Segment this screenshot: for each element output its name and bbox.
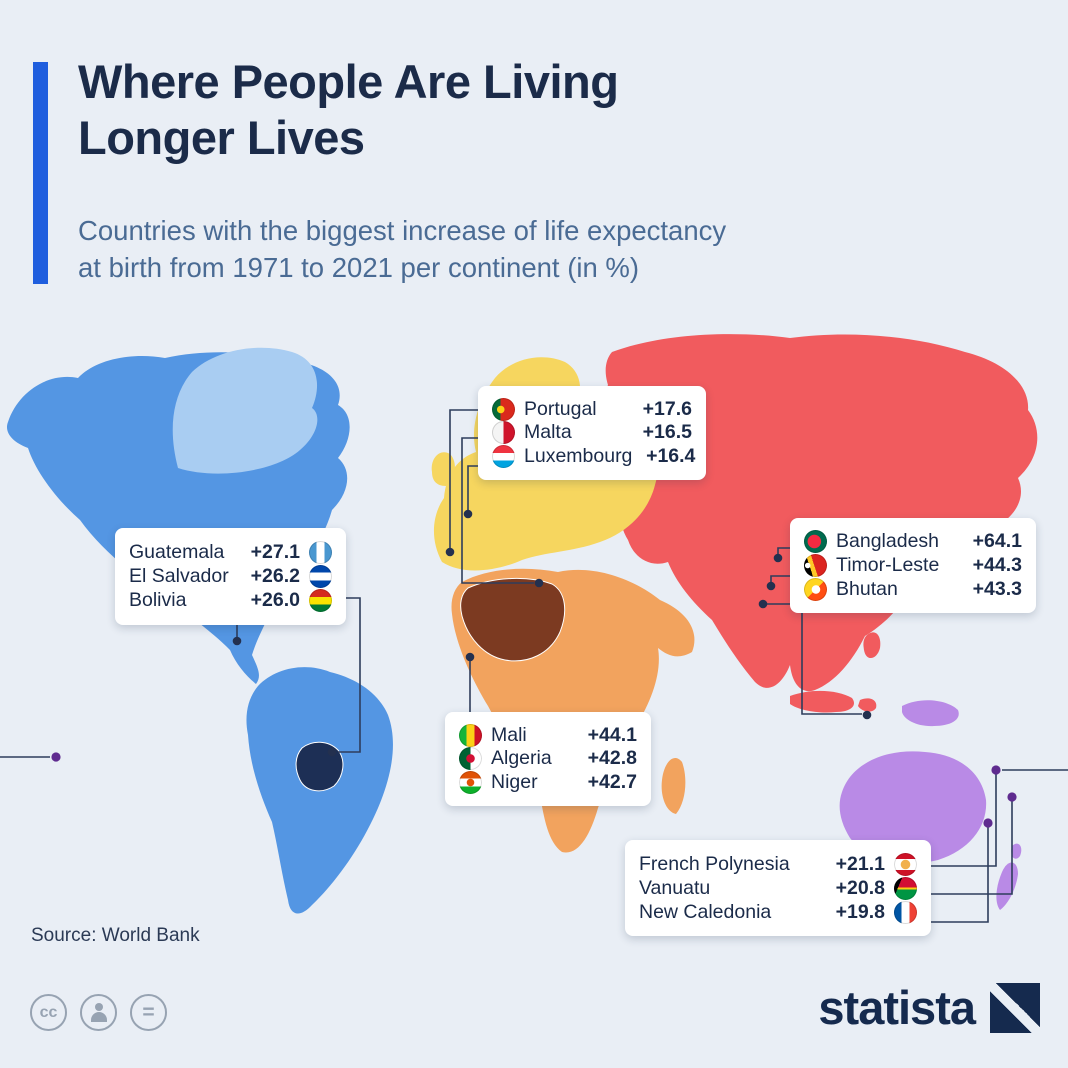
callout-row: El Salvador +26.2 bbox=[129, 564, 332, 588]
value-label: +44.1 bbox=[587, 724, 637, 747]
country-label: Malta bbox=[524, 421, 572, 444]
country-label: Vanuatu bbox=[639, 876, 711, 899]
attribution-person-head bbox=[94, 1003, 103, 1011]
attribution-person-body bbox=[90, 1012, 107, 1022]
callout-europe: Portugal +17.6 Malta +16.5 Luxembourg +1… bbox=[478, 386, 706, 480]
callout-row: Guatemala +27.1 bbox=[129, 540, 332, 564]
new-zealand bbox=[996, 862, 1018, 910]
value-label: +16.4 bbox=[646, 444, 696, 467]
callout-row: Malta +16.5 bbox=[492, 421, 692, 445]
callout-row: Luxembourg +16.4 bbox=[492, 444, 696, 468]
country-label: Bangladesh bbox=[836, 530, 940, 553]
license-icons: cc = bbox=[30, 994, 167, 1031]
continent-south-america bbox=[246, 667, 393, 914]
flag-bolivia-icon bbox=[309, 589, 332, 613]
country-label: Timor-Leste bbox=[836, 554, 940, 576]
country-label: Luxembourg bbox=[524, 444, 633, 467]
country-label: Mali bbox=[491, 724, 527, 747]
callout-row: Bhutan +43.3 bbox=[804, 577, 1022, 601]
australia bbox=[839, 751, 987, 864]
flag-malta-icon bbox=[492, 421, 515, 445]
flag-french-polynesia-icon bbox=[894, 852, 917, 876]
value-label: +26.2 bbox=[250, 564, 300, 587]
flag-guatemala-icon bbox=[309, 540, 332, 564]
value-label: +42.7 bbox=[587, 770, 637, 793]
country-label: Portugal bbox=[524, 398, 597, 421]
flag-vanuatu-icon bbox=[894, 876, 917, 900]
callout-africa: Mali +44.1 Algeria +42.8 Niger +42.7 bbox=[445, 712, 651, 806]
title-accent-bar bbox=[33, 62, 48, 284]
map-connectors bbox=[0, 409, 1068, 923]
callout-row: New Caledonia +19.8 bbox=[639, 900, 917, 924]
value-label: +44.3 bbox=[972, 554, 1022, 576]
continent-oceania bbox=[839, 700, 1022, 910]
value-label: +21.1 bbox=[835, 852, 885, 875]
callout-row: Algeria +42.8 bbox=[459, 747, 637, 771]
flag-luxembourg-icon bbox=[492, 444, 515, 468]
page-subtitle: Countries with the biggest increase of l… bbox=[78, 215, 727, 284]
value-label: +42.8 bbox=[587, 747, 637, 770]
callout-row: Niger +42.7 bbox=[459, 770, 637, 794]
value-label: +20.8 bbox=[835, 876, 885, 899]
new-guinea bbox=[902, 700, 959, 727]
value-label: +27.1 bbox=[250, 540, 300, 563]
flag-timor-leste-icon bbox=[804, 554, 827, 577]
statista-wordmark: statista bbox=[818, 981, 976, 1034]
callout-row: Timor-Leste +44.3 bbox=[804, 554, 1022, 578]
equal-icon[interactable]: = bbox=[130, 994, 167, 1031]
value-label: +64.1 bbox=[972, 530, 1022, 553]
country-label: New Caledonia bbox=[639, 900, 772, 923]
callout-row: Bangladesh +64.1 bbox=[804, 530, 1022, 554]
country-label: Bhutan bbox=[836, 577, 898, 600]
callout-row: French Polynesia +21.1 bbox=[639, 852, 917, 876]
continent-africa bbox=[451, 568, 695, 853]
value-label: +26.0 bbox=[250, 589, 300, 612]
page-title: Where People Are Living Longer Lives bbox=[78, 55, 619, 165]
flag-mali-icon bbox=[459, 724, 482, 748]
callout-row: Portugal +17.6 bbox=[492, 398, 692, 422]
cc-icon[interactable]: cc bbox=[30, 994, 67, 1031]
callout-americas: Guatemala +27.1 El Salvador +26.2 Bolivi… bbox=[115, 528, 346, 625]
callout-row: Bolivia +26.0 bbox=[129, 589, 332, 613]
value-label: +16.5 bbox=[642, 421, 692, 444]
value-label: +43.3 bbox=[972, 577, 1022, 600]
flag-portugal-icon bbox=[492, 398, 515, 422]
value-label: +17.6 bbox=[642, 398, 692, 421]
callout-asia: Bangladesh +64.1 Timor-Leste +44.3 Bhuta… bbox=[790, 518, 1036, 613]
flag-bhutan-icon bbox=[804, 577, 827, 601]
country-label: Niger bbox=[491, 770, 538, 793]
greenland bbox=[172, 347, 318, 474]
united-kingdom bbox=[431, 452, 455, 486]
flag-el-salvador-icon bbox=[309, 564, 332, 588]
bolivia-highlight bbox=[295, 741, 344, 792]
value-label: +19.8 bbox=[835, 900, 885, 923]
country-label: Algeria bbox=[491, 747, 552, 770]
country-label: Bolivia bbox=[129, 589, 187, 612]
flag-bangladesh-icon bbox=[804, 530, 827, 554]
flag-algeria-icon bbox=[459, 747, 482, 771]
source-note: Source: World Bank bbox=[31, 925, 200, 946]
statista-brand[interactable]: statista bbox=[818, 980, 1040, 1035]
country-label: French Polynesia bbox=[639, 852, 790, 875]
callout-oceania: French Polynesia +21.1 Vanuatu +20.8 New… bbox=[625, 840, 931, 936]
callout-row: Vanuatu +20.8 bbox=[639, 876, 917, 900]
country-label: El Salvador bbox=[129, 564, 229, 587]
continent-north-america bbox=[6, 347, 350, 684]
madagascar bbox=[661, 758, 686, 814]
indonesia bbox=[790, 690, 855, 713]
attribution-icon[interactable] bbox=[80, 994, 117, 1031]
statista-logo-icon bbox=[990, 982, 1040, 1033]
country-label: Guatemala bbox=[129, 540, 225, 563]
callout-row: Mali +44.1 bbox=[459, 724, 637, 748]
flag-niger-icon bbox=[459, 770, 482, 794]
philippines bbox=[863, 632, 881, 659]
flag-new-caledonia-icon bbox=[894, 900, 917, 924]
map-anchor-dots bbox=[51, 509, 1017, 828]
